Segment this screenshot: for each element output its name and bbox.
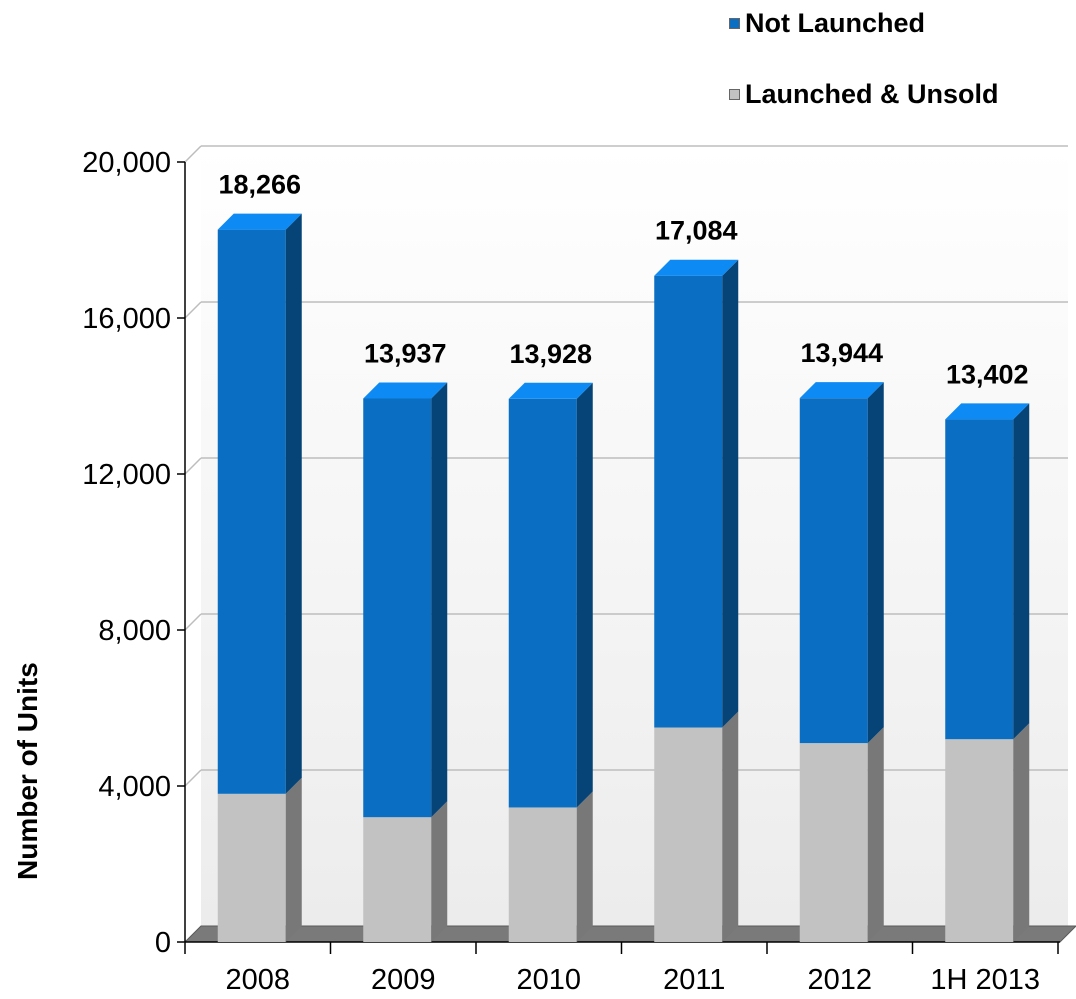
legend-swatch-launched-unsold xyxy=(729,89,740,100)
legend-label-launched-unsold: Launched & Unsold xyxy=(745,79,999,109)
bar-total-label: 13,402 xyxy=(946,359,1029,389)
bar-top xyxy=(654,259,739,276)
bar-segment-not-launched xyxy=(217,229,286,794)
bar-side-not-launched xyxy=(1013,403,1030,740)
bar-segment-not-launched xyxy=(799,398,868,744)
x-tick-label: 1H 2013 xyxy=(930,964,1040,996)
x-tick-label: 2010 xyxy=(516,964,581,996)
gridline-diagonal xyxy=(184,457,202,475)
gridline-diagonal xyxy=(184,301,202,319)
legend-swatch-not-launched xyxy=(729,18,740,29)
bar-total-label: 17,084 xyxy=(655,216,738,246)
bar-segment-launched-unsold xyxy=(363,817,432,942)
bar-side-launched-unsold xyxy=(722,711,739,942)
plot-floor xyxy=(183,925,1076,943)
bar-top xyxy=(508,382,593,399)
legend-item-launched-unsold: Launched & Unsold xyxy=(729,79,999,110)
y-tick-label: 0 xyxy=(155,927,171,959)
bar-segment-not-launched xyxy=(363,398,432,818)
x-tick-label: 2008 xyxy=(225,964,290,996)
bar-total-label: 13,944 xyxy=(800,338,883,368)
plot-back-wall xyxy=(201,146,1068,926)
bar-segment-not-launched xyxy=(654,275,723,728)
bar-top xyxy=(799,382,884,399)
gridline-diagonal xyxy=(184,145,202,163)
bar-segment-launched-unsold xyxy=(945,739,1014,942)
bar-top xyxy=(363,382,448,399)
x-tick-label: 2012 xyxy=(807,964,872,996)
y-tick-label: 8,000 xyxy=(98,615,171,647)
bar-side-not-launched xyxy=(722,259,739,728)
y-tick-label: 20,000 xyxy=(82,147,171,179)
bar-total-label: 13,928 xyxy=(509,339,592,369)
bar-side-not-launched xyxy=(431,382,448,818)
bar-side-not-launched xyxy=(867,382,884,744)
bar-total-label: 18,266 xyxy=(218,170,301,200)
y-tick-label: 16,000 xyxy=(82,303,171,335)
x-tick-label: 2011 xyxy=(663,964,725,996)
bar-top xyxy=(217,213,302,230)
gridline-diagonal xyxy=(184,613,202,631)
gridline-diagonal xyxy=(184,769,202,787)
bar-side-launched-unsold xyxy=(867,727,884,942)
bar-segment-not-launched xyxy=(945,419,1014,740)
bar-total-label: 13,937 xyxy=(364,338,447,368)
y-tick-label: 12,000 xyxy=(82,459,171,491)
bar-segment-launched-unsold xyxy=(654,727,723,942)
bar-segment-launched-unsold xyxy=(508,807,577,942)
x-tick-label: 2009 xyxy=(371,964,436,996)
bar-side-launched-unsold xyxy=(576,791,593,942)
bar-segment-not-launched xyxy=(508,398,577,808)
legend-label-not-launched: Not Launched xyxy=(745,8,925,38)
legend-item-not-launched: Not Launched xyxy=(729,8,925,39)
bar-side-launched-unsold xyxy=(1013,723,1030,942)
bar-side-not-launched xyxy=(285,213,302,794)
bar-top xyxy=(945,403,1030,420)
bar-side-not-launched xyxy=(576,382,593,808)
bar-segment-launched-unsold xyxy=(217,793,286,942)
y-tick-label: 4,000 xyxy=(98,771,171,803)
bar-side-launched-unsold xyxy=(431,801,448,942)
bar-segment-launched-unsold xyxy=(799,743,868,942)
bar-side-launched-unsold xyxy=(285,777,302,942)
